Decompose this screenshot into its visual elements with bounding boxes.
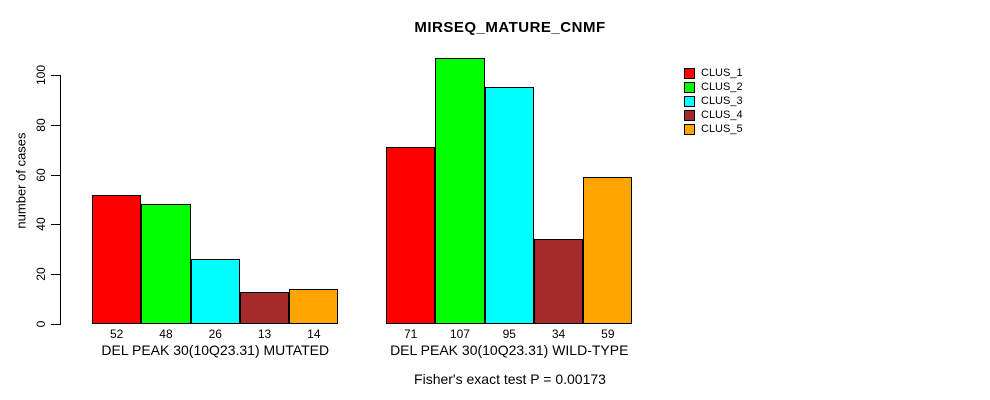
bar-value-label: 59 [601, 327, 615, 341]
y-tick-label: 0 [34, 320, 48, 328]
bar-clus_1-group2 [386, 147, 436, 324]
legend-swatch [684, 81, 695, 93]
bar-clus_5-group2 [583, 177, 633, 324]
legend-label: CLUS_2 [701, 80, 743, 93]
legend-label: CLUS_5 [701, 122, 743, 135]
bar-clus_3-group2 [484, 87, 534, 324]
legend-label: CLUS_1 [701, 66, 743, 79]
bar-value-label: 34 [551, 327, 566, 341]
bar-clus_5-group1 [289, 289, 339, 324]
legend-row: CLUS_2 [684, 80, 743, 94]
legend-row: CLUS_1 [684, 66, 743, 80]
y-tick [51, 174, 61, 176]
bar-clus_3-group1 [190, 259, 240, 324]
y-tick-label: 20 [34, 267, 48, 281]
bar-value-label: 14 [307, 327, 321, 341]
group-label: DEL PEAK 30(10Q23.31) WILD-TYPE [390, 342, 629, 358]
y-tick [51, 124, 61, 126]
y-axis-label: number of cases [13, 132, 29, 229]
bar-clus_4-group2 [533, 239, 584, 324]
legend-swatch [684, 123, 695, 135]
legend-row: CLUS_3 [684, 94, 743, 108]
y-tick [51, 75, 61, 76]
legend-swatch [684, 109, 695, 121]
legend-label: CLUS_4 [701, 108, 743, 121]
legend: CLUS_1 CLUS_2 CLUS_3 CLUS_4 CLUS_5 [684, 66, 743, 136]
bar-value-label: 107 [449, 327, 470, 341]
group-label: DEL PEAK 30(10Q23.31) MUTATED [101, 342, 330, 358]
legend-label: CLUS_3 [701, 94, 743, 107]
legend-row: CLUS_4 [684, 108, 743, 122]
bar-value-label: 95 [502, 327, 516, 341]
y-axis-line [60, 75, 61, 324]
chart-title: MIRSEQ_MATURE_CNMF [414, 19, 606, 36]
y-tick [51, 274, 61, 276]
bar-value-label: 71 [403, 327, 418, 341]
bar-clus_2-group2 [435, 57, 485, 324]
bar-clus_1-group1 [92, 194, 142, 324]
y-tick-label: 80 [34, 118, 48, 132]
bar-value-label: 52 [109, 327, 124, 341]
y-tick-label: 40 [34, 217, 48, 232]
caption: Fisher's exact test P = 0.00173 [414, 371, 606, 387]
legend-swatch [684, 95, 695, 107]
bar-value-label: 48 [159, 327, 173, 341]
y-tick [51, 224, 61, 226]
legend-swatch [684, 67, 695, 79]
bar-clus_4-group1 [239, 291, 290, 324]
y-tick-label: 60 [34, 167, 48, 182]
bar-value-label: 26 [208, 327, 222, 341]
bar-value-label: 13 [257, 327, 272, 341]
y-tick [51, 324, 61, 325]
bar-clus_2-group1 [141, 204, 191, 324]
legend-row: CLUS_5 [684, 122, 743, 136]
y-tick-label: 100 [34, 64, 48, 86]
